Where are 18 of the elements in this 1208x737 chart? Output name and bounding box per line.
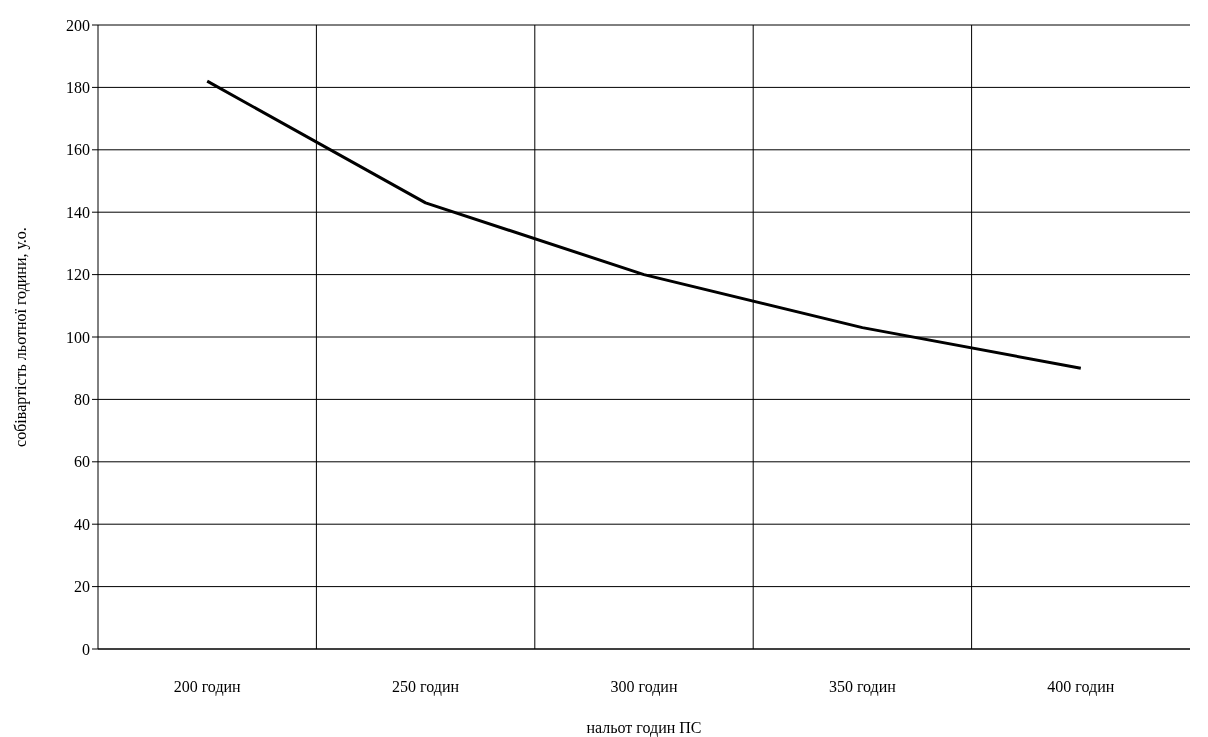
y-tick-label: 0	[82, 640, 90, 658]
x-tick-label: 400 годин	[1047, 678, 1115, 697]
y-tick-label: 200	[66, 16, 90, 34]
x-tick-label: 200 годин	[173, 678, 242, 697]
y-tick-label: 120	[66, 266, 90, 284]
x-tick-label: 300 годин	[610, 678, 678, 697]
y-tick-label: 100	[66, 328, 90, 346]
y-tick-label: 160	[66, 141, 90, 159]
x-axis-title: нальот годин ПС	[586, 719, 702, 737]
y-axis-title: собівартість льотної години, у.о.	[11, 227, 30, 447]
y-tick-label: 60	[74, 453, 90, 471]
y-tick-label: 140	[66, 203, 90, 221]
y-tick-label: 40	[74, 515, 90, 533]
x-tick-label: 350 годин	[828, 678, 897, 697]
y-tick-label: 180	[66, 79, 90, 97]
y-tick-label: 20	[74, 578, 90, 596]
y-tick-label: 80	[74, 391, 90, 409]
x-tick-label: 250 годин	[392, 678, 460, 697]
